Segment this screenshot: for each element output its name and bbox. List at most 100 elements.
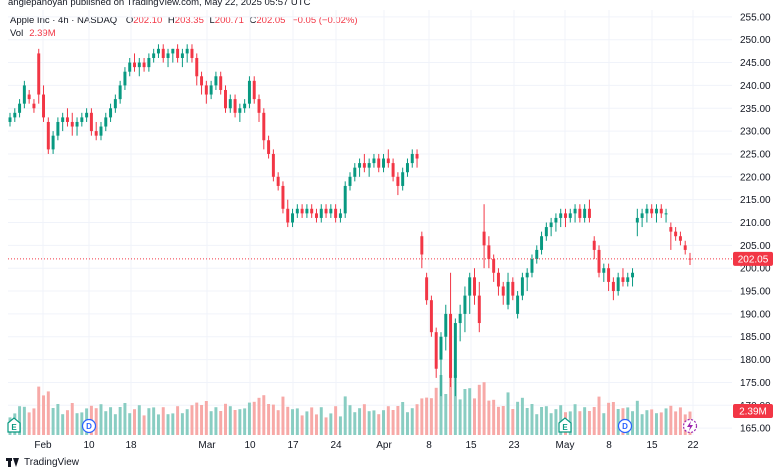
volume-bar [482,382,486,435]
volume-bar [578,411,582,435]
candle [94,121,98,141]
candle [156,44,160,58]
candle-body [75,121,79,127]
candle [171,48,175,63]
candle-body [51,135,55,150]
candle [310,204,314,218]
candle-body [602,268,606,273]
candle-body [252,80,256,100]
candle-body [228,99,232,109]
candle [209,80,213,100]
candle [314,208,318,223]
candle-body [267,140,271,154]
candle [190,44,194,63]
volume-bar [501,406,505,435]
candle [152,48,156,63]
volume-bar [415,404,419,435]
candle [291,208,295,228]
candle [501,281,505,305]
candle [564,208,567,228]
dividend-icon[interactable]: D [617,418,633,434]
candle [659,204,663,218]
candle-body [645,208,649,214]
dividend-icon[interactable]: D [81,418,97,434]
candle-body [377,158,381,168]
volume-bar [631,411,635,435]
candle-body [109,108,113,118]
candle [104,112,108,132]
volume-bar [530,404,534,435]
volume-bar [511,409,515,435]
y-tick-label: 255.00 [740,12,771,23]
candle [324,204,328,218]
price-axis[interactable]: 165.00170.00175.00180.00185.00190.00195.… [733,12,773,435]
candle [410,149,414,168]
candle [338,208,342,223]
candle [520,272,524,301]
symbol-legend: Apple Inc · 4h · NASDAQ O202.10 H203.35 … [10,15,358,26]
candle [343,181,347,218]
candle [65,108,69,127]
y-tick-label: 215.00 [740,195,771,206]
candle-body [463,295,467,314]
x-tick-label: Apr [376,440,392,451]
symbol-name[interactable]: Apple Inc · 4h · NASDAQ [10,15,118,26]
volume-bar [453,375,457,435]
candle [540,231,544,255]
earnings-icon[interactable]: E [7,417,21,433]
candle [611,277,615,301]
y-tick-label: 230.00 [740,127,771,138]
candle-body [683,245,687,250]
volume-bar [195,402,199,435]
candle [85,108,89,122]
candle-body [564,213,567,218]
candle-body [425,277,429,301]
last-price-badge[interactable] [733,251,773,266]
candle-body [305,208,309,214]
candle-body [587,208,591,218]
volume-bar [243,408,247,435]
volume-bar [51,408,55,435]
volume-bar [252,401,256,435]
volume-bar [405,412,409,435]
candle-body [22,85,26,104]
candle [544,222,548,241]
candle-body [496,272,500,287]
candle [645,204,649,223]
candle-body [453,323,457,378]
candle-body [492,259,496,273]
x-tick-label: 17 [287,440,299,451]
tradingview-logo[interactable]: TradingView [6,457,79,468]
volume-label[interactable]: Vol [10,28,24,39]
candle [80,112,84,127]
volume-badge[interactable] [733,404,773,418]
upcoming-events-icon[interactable] [682,418,698,434]
candle [233,94,237,118]
y-tick-label: 210.00 [740,218,771,229]
volume-bar [128,413,132,435]
candle [405,158,409,177]
candle-body [46,121,50,150]
y-tick-label: 240.00 [740,81,771,92]
volume-bar [429,398,433,435]
candle-body [329,208,333,214]
volume-bar [439,375,443,435]
candle [109,103,113,122]
candle-body [650,208,654,214]
time-axis[interactable]: Feb 10 18 Mar 10 17 24 Apr 8 15 23 May 8 15 22 [34,440,699,451]
candle [18,99,22,118]
candle-body [27,94,31,100]
low-value: 200.71 [214,15,244,26]
volume-bar [204,401,208,435]
x-tick-label: 10 [83,440,95,451]
volume-bar [70,403,74,435]
volume-bar [401,402,405,435]
candle [597,245,601,278]
earnings-icon[interactable]: E [558,417,572,433]
candle-body [291,213,295,223]
volume-bar [171,413,175,435]
candle-body [434,332,438,369]
candle-body [358,163,362,168]
